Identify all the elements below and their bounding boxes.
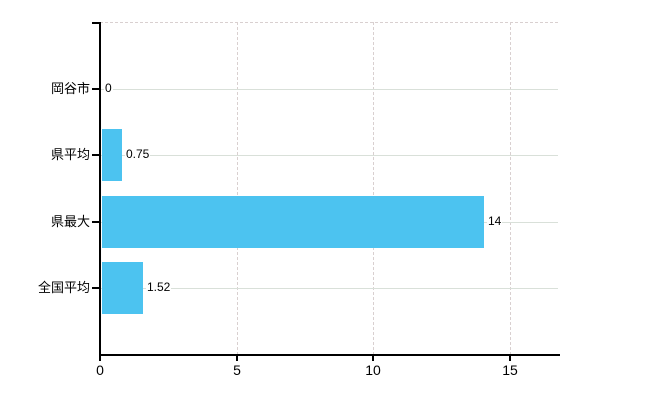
category-tick-label: 県平均: [50, 147, 90, 162]
bar-value-label: 0.75: [125, 147, 151, 162]
gridline-horizontal: [100, 155, 558, 156]
bar: [102, 262, 143, 314]
gridline-vertical: [236, 22, 238, 355]
y-axis-tick: [92, 22, 99, 24]
x-axis-tick: [236, 356, 238, 361]
y-axis-tick: [92, 287, 99, 289]
y-axis-tick: [92, 221, 99, 223]
y-axis-tick: [92, 154, 99, 156]
x-axis-tick: [99, 356, 101, 361]
gridline-vertical: [373, 22, 375, 355]
category-tick-label: 岡谷市: [50, 81, 90, 96]
x-axis-tick: [509, 356, 511, 361]
y-axis-tick: [92, 88, 99, 90]
bar-value-label: 1.52: [146, 280, 172, 295]
bar: [102, 196, 484, 248]
bar-value-label: 0: [104, 81, 113, 96]
y-axis-line: [99, 22, 101, 356]
x-axis-tick: [372, 356, 374, 361]
gridline-horizontal: [100, 89, 558, 90]
x-axis-tick-label: 5: [233, 362, 241, 378]
gridline-horizontal: [100, 288, 558, 289]
x-axis-tick-label: 10: [365, 362, 381, 378]
category-tick-label: 全国平均: [37, 280, 90, 295]
x-axis-tick-label: 15: [502, 362, 518, 378]
category-tick-label: 県最大: [50, 214, 90, 229]
x-axis-tick-label: 0: [96, 362, 104, 378]
bar: [102, 129, 122, 181]
bar-value-label: 14: [487, 214, 503, 229]
gridline-vertical: [510, 22, 512, 355]
plot-top-border: [100, 22, 558, 23]
x-axis-line: [99, 354, 560, 356]
